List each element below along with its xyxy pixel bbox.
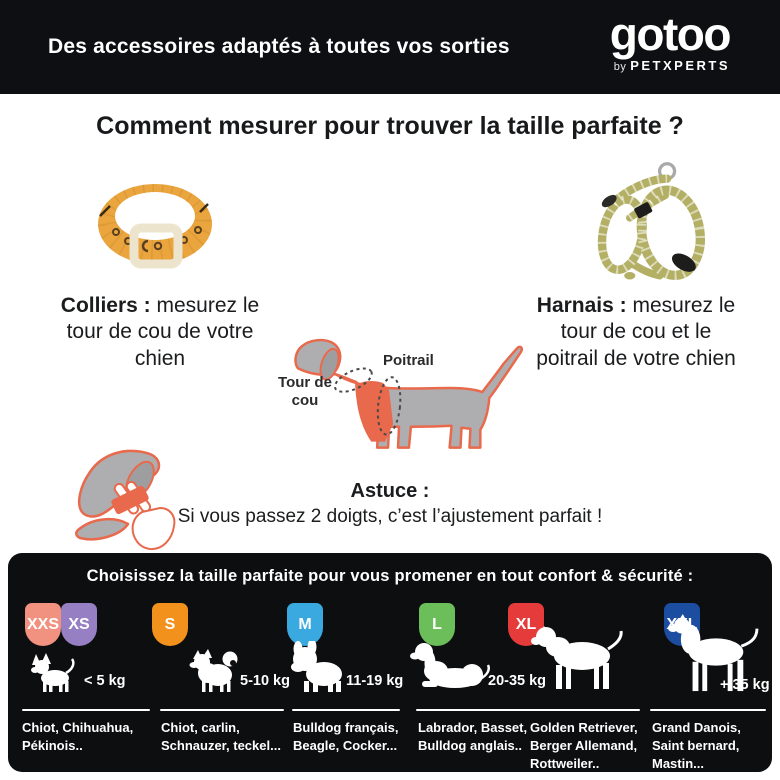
weight-label-xxs-xs: < 5 kg	[84, 673, 126, 689]
collar-caption: Colliers : mesurez le tour de cou de vot…	[40, 293, 280, 372]
breeds-label-xxs-xs: Chiot, Chihuahua, Pékinois..	[22, 720, 134, 754]
logo-wordmark: gotoo	[609, 8, 732, 60]
header-tagline: Des accessoires adaptés à toutes vos sor…	[48, 35, 510, 58]
breeds-label-l: Labrador, Basset, Bulldog anglais..	[418, 720, 528, 754]
tip-block: Astuce : Si vous passez 2 doigts, c’est …	[140, 480, 640, 528]
rottweiler-icon	[531, 626, 623, 689]
breeds-label-m: Bulldog français, Beagle, Cocker...	[293, 720, 399, 754]
size-badge-s: S	[152, 603, 188, 646]
column-divider	[22, 709, 150, 711]
harness-icon	[597, 162, 705, 281]
harness-caption-label: Harnais :	[536, 294, 627, 317]
breeds-label-s: Chiot, carlin, Schnauzer, teckel...	[161, 720, 281, 754]
column-divider	[416, 709, 640, 711]
page-title: Comment mesurer pour trouver la taille p…	[96, 112, 684, 140]
collar-caption-label: Colliers :	[60, 294, 151, 317]
weight-label-l-xl: 20-35 kg	[488, 673, 547, 689]
two-finger-fit-icon	[75, 449, 176, 551]
chest-measure-label: Poitrail	[383, 352, 434, 369]
chihuahua-icon	[31, 653, 75, 692]
dachshund-measure-icon	[294, 338, 523, 449]
harness-caption: Harnais : mesurez le tour de cou et le p…	[536, 293, 736, 372]
collar-icon	[98, 184, 212, 269]
bulldog-francais-icon	[291, 641, 342, 692]
breeds-label-xxl: Grand Danois, Saint bernard, Mastin...	[652, 720, 741, 772]
column-divider	[292, 709, 400, 711]
spitz-icon	[189, 649, 238, 692]
weight-label-xxl: + 35 kg	[720, 677, 770, 693]
size-badge-xs: XS	[61, 603, 97, 646]
harness-caption-text: mesurez le tour de cou et le poitrail de…	[536, 294, 736, 370]
neck-measure-label: Tour de cou	[278, 374, 332, 409]
weight-label-m: 11-19 kg	[346, 673, 404, 689]
logo-byline: by PETXPERTS	[610, 59, 730, 73]
basset-icon	[410, 643, 490, 688]
column-divider	[160, 709, 284, 711]
size-badge-m: M	[287, 603, 323, 646]
collar-caption-text: mesurez le tour de cou de votre chien	[66, 294, 260, 370]
tip-text: Si vous passez 2 doigts, c’est l’ajustem…	[177, 506, 603, 527]
grand-danois-icon	[668, 613, 759, 692]
size-badge-l: L	[419, 603, 455, 646]
header-bar: Des accessoires adaptés à toutes vos sor…	[0, 0, 780, 94]
brand-logo: gotoo by PETXPERTS	[609, 8, 732, 73]
size-guide-panel: Choisissez la taille parfaite pour vous …	[8, 553, 772, 772]
column-divider	[650, 709, 766, 711]
logo-by-text: by	[613, 61, 627, 73]
size-guide-title: Choisissez la taille parfaite pour vous …	[86, 567, 694, 585]
weight-label-s: 5-10 kg	[240, 673, 290, 689]
tip-title: Astuce :	[350, 480, 430, 502]
size-badge-xxs: XXS	[25, 603, 61, 646]
logo-brand-text: PETXPERTS	[630, 58, 730, 73]
breeds-label-xl: Golden Retriever, Berger Allemand, Rottw…	[530, 720, 638, 772]
